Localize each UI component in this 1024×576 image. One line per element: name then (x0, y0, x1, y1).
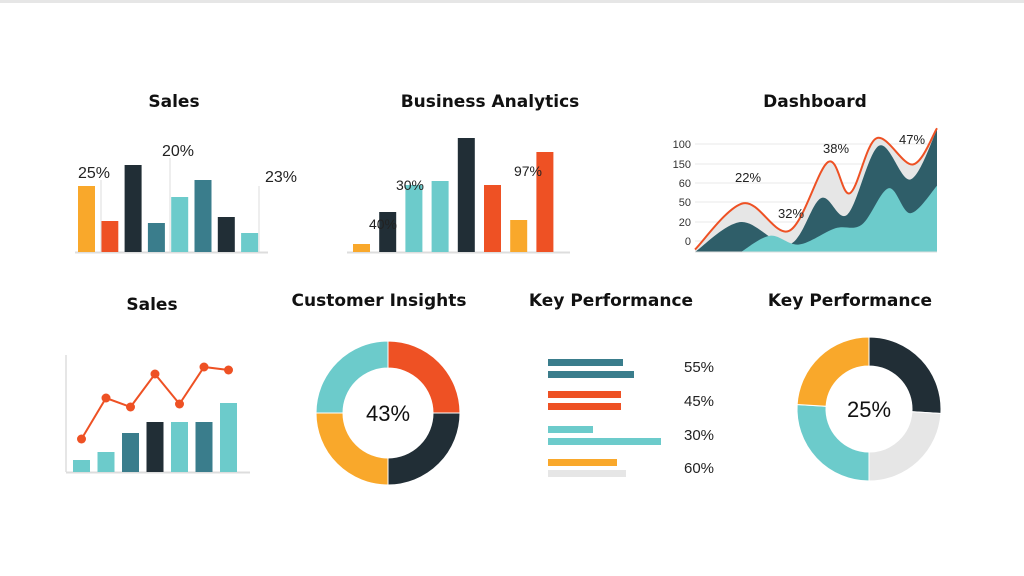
chart-title-dashboard: Dashboard (763, 92, 867, 112)
bar (147, 223, 165, 252)
horizontal-bar (548, 403, 621, 410)
line-point (224, 365, 233, 375)
bar (457, 138, 475, 252)
data-label: 38% (823, 141, 849, 156)
bar (171, 197, 189, 252)
line-point (150, 369, 160, 379)
sales-bar-chart: 25% 20% 23% (75, 143, 297, 254)
data-label: 32% (778, 206, 804, 221)
y-tick-label: 60 (679, 178, 691, 190)
data-label: 45% (684, 393, 714, 410)
line-point (175, 399, 184, 409)
line-point (126, 402, 135, 412)
donut-slice (796, 336, 870, 407)
bar (146, 422, 164, 472)
chart-title-key-performance-donut: Key Performance (768, 291, 932, 311)
trend-line (694, 127, 938, 251)
customer-insights-donut: 43% (315, 340, 461, 486)
horizontal-bar (548, 359, 623, 366)
horizontal-bar (548, 459, 617, 466)
horizontal-bar (548, 470, 626, 477)
bar (124, 165, 142, 252)
bar (510, 220, 528, 252)
data-label: 47% (899, 132, 925, 147)
donut-slice (315, 340, 389, 414)
top-strip (0, 0, 1024, 3)
y-tick-label: 150 (673, 159, 691, 171)
data-label: 60% (684, 460, 714, 477)
line-point (101, 393, 111, 403)
area-light-teal (740, 185, 937, 252)
bar (101, 221, 119, 252)
key-performance-bar-chart: 55% 45% 30% 60% (548, 359, 714, 477)
bar (171, 422, 188, 472)
y-tick-label: 50 (679, 197, 691, 209)
sales-combo-chart (65, 355, 250, 474)
bar (220, 403, 237, 472)
key-performance-donut: 25% (796, 336, 942, 482)
y-tick-label: 100 (673, 139, 691, 151)
bar (78, 186, 95, 252)
donut-center-label: 43% (366, 401, 410, 426)
data-label: 25% (78, 165, 110, 182)
data-label: 23% (265, 169, 297, 186)
line-point (199, 362, 209, 372)
data-label: 40% (369, 216, 397, 232)
bar (217, 217, 235, 252)
bar (241, 233, 259, 252)
donut-center-label: 25% (847, 397, 891, 422)
horizontal-bar (548, 426, 593, 433)
bar (195, 422, 213, 472)
bar (405, 185, 423, 252)
dashboard-area-chart: 100 150 60 50 20 0 22% 32% 38% 47% (673, 127, 938, 253)
horizontal-bar (548, 438, 661, 445)
horizontal-bar (548, 371, 634, 378)
data-label: 97% (514, 163, 542, 179)
chart-title-business-analytics: Business Analytics (401, 92, 580, 112)
bar (97, 452, 115, 472)
bar (536, 152, 554, 252)
chart-title-sales-line: Sales (126, 295, 177, 315)
bar (379, 212, 397, 252)
data-label: 55% (684, 359, 714, 376)
y-tick-label: 20 (679, 217, 691, 229)
business-analytics-bar-chart: 40% 30% 97% (347, 138, 570, 254)
data-label: 20% (162, 143, 194, 160)
bar (122, 433, 139, 472)
bar (353, 244, 370, 252)
chart-title-customer-insights: Customer Insights (292, 291, 467, 311)
chart-title-key-performance-bars: Key Performance (529, 291, 693, 311)
y-tick-label: 0 (685, 236, 691, 248)
donut-slice (868, 411, 942, 482)
data-label: 30% (396, 177, 424, 193)
line-point (77, 434, 86, 444)
horizontal-bar (548, 391, 621, 398)
bar (431, 181, 449, 252)
data-label: 22% (735, 170, 761, 185)
chart-title-sales: Sales (148, 92, 199, 112)
bar (484, 185, 501, 252)
data-label: 30% (684, 427, 714, 444)
bar (194, 180, 212, 252)
bar (73, 460, 90, 472)
